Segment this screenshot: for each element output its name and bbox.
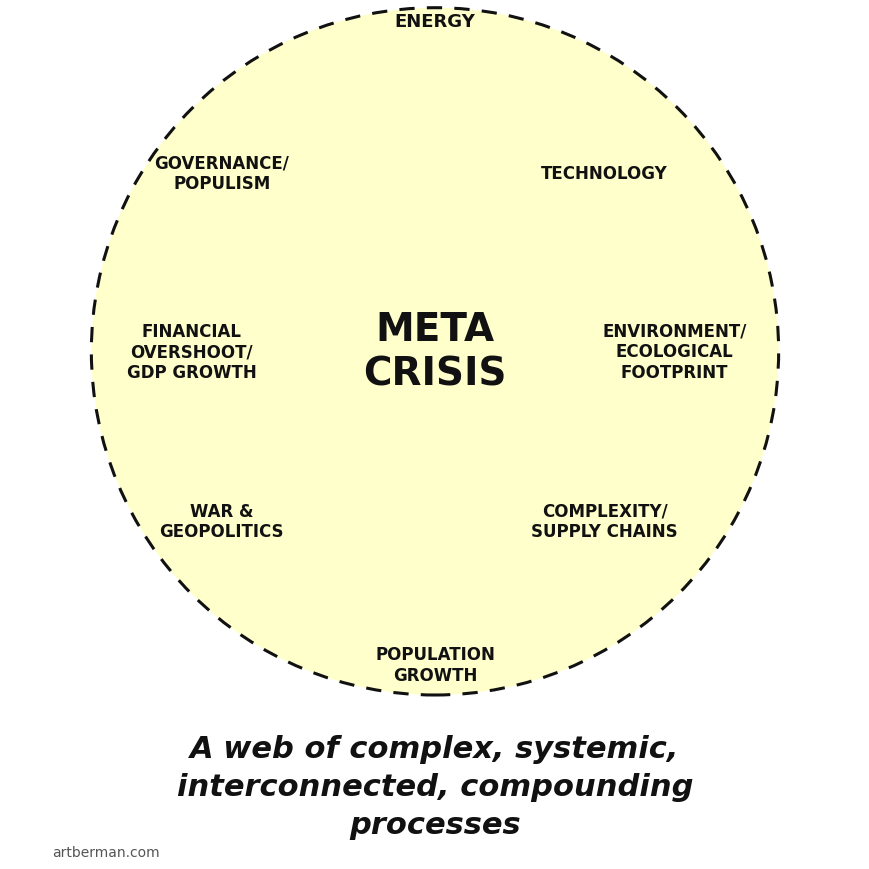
Circle shape (91, 9, 778, 695)
Text: A web of complex, systemic,
interconnected, compounding
processes: A web of complex, systemic, interconnect… (176, 733, 693, 839)
Text: TECHNOLOGY: TECHNOLOGY (541, 165, 667, 182)
Text: ENVIRONMENT/
ECOLOGICAL
FOOTPRINT: ENVIRONMENT/ ECOLOGICAL FOOTPRINT (601, 322, 746, 381)
Text: COMPLEXITY/
SUPPLY CHAINS: COMPLEXITY/ SUPPLY CHAINS (531, 502, 677, 541)
Text: META
CRISIS: META CRISIS (363, 311, 506, 393)
Text: artberman.com: artberman.com (52, 845, 160, 859)
Text: GOVERNANCE/
POPULISM: GOVERNANCE/ POPULISM (154, 155, 289, 193)
Text: ENERGY: ENERGY (395, 13, 474, 30)
Text: WAR &
GEOPOLITICS: WAR & GEOPOLITICS (159, 502, 284, 541)
Text: POPULATION
GROWTH: POPULATION GROWTH (375, 646, 494, 684)
Text: FINANCIAL
OVERSHOOT/
GDP GROWTH: FINANCIAL OVERSHOOT/ GDP GROWTH (126, 322, 256, 381)
